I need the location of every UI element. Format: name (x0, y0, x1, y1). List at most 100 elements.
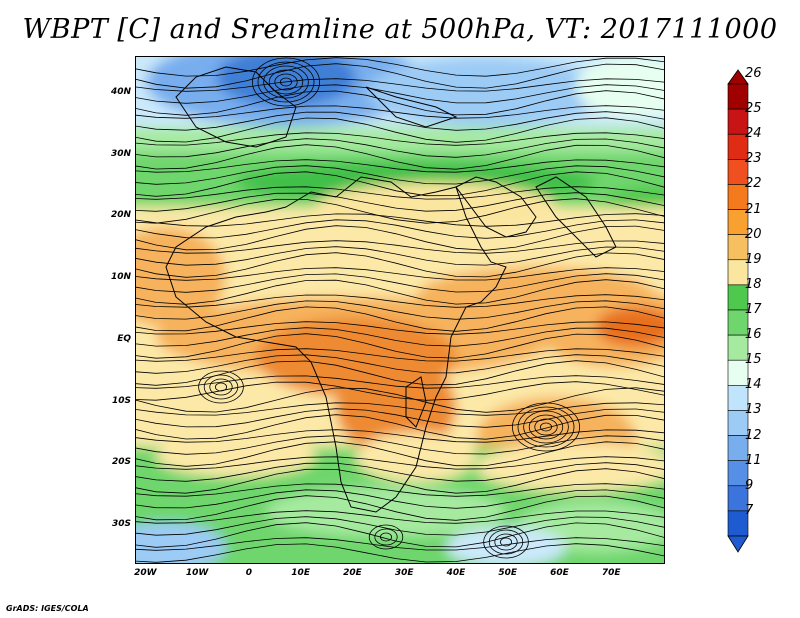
lon-tick-label: 10W (185, 568, 209, 578)
colorbar-level-label: 7 (745, 502, 754, 518)
lon-tick-label: 50E (498, 568, 518, 578)
streamline (136, 165, 664, 185)
streamline (136, 462, 664, 482)
streamline (136, 219, 664, 239)
colorbar-bottom-arrow (727, 535, 749, 553)
streamline (136, 300, 664, 320)
vortex-streamline (268, 69, 304, 95)
streamline (136, 375, 664, 389)
streamline (136, 327, 664, 347)
streamline (136, 387, 664, 413)
vortex-streamline (517, 406, 575, 448)
vortex-streamline (203, 374, 239, 400)
colorbar-level-label: 23 (745, 151, 762, 167)
streamline (136, 84, 664, 104)
streamline (136, 441, 664, 467)
streamline (136, 117, 664, 143)
streamline (136, 267, 664, 281)
lon-tick-label: 10E (291, 568, 310, 578)
streamline (136, 435, 664, 455)
vortex-streamline (511, 402, 580, 452)
streamline (136, 273, 664, 293)
streamline (136, 240, 664, 254)
vortex-streamline (263, 65, 309, 99)
map-plot (135, 56, 665, 564)
streamline (136, 522, 664, 548)
streamline (136, 360, 664, 386)
vortex-streamline (209, 378, 233, 396)
colorbar-level-label: 26 (745, 66, 762, 81)
streamline (136, 171, 664, 197)
colorbar-level-label: 15 (745, 352, 762, 368)
streamline (136, 186, 664, 200)
streamline (136, 495, 664, 521)
colorbar-level-label: 22 (745, 176, 762, 192)
streamline (136, 132, 664, 146)
lon-tick-label: 40E (446, 568, 466, 578)
lon-tick-label: 20E (343, 568, 362, 578)
lat-tick-label: 20N (110, 210, 131, 221)
streamline (136, 306, 664, 332)
lon-tick-label: 20W (134, 568, 157, 578)
vortex-streamline (499, 537, 512, 547)
vortex-streamline (379, 532, 392, 542)
colorbar (727, 69, 749, 553)
colorbar-level-label: 18 (745, 276, 762, 292)
vortex-streamline (494, 533, 518, 551)
streamline (136, 294, 664, 308)
streamline (136, 510, 664, 524)
colorbar-level-label: 9 (745, 477, 754, 493)
vortex-streamline (252, 57, 320, 107)
streamline (136, 408, 664, 428)
streamline (136, 246, 664, 266)
lat-tick-label: 30S (111, 518, 131, 529)
streamline (136, 105, 664, 119)
colorbar-level-label: 20 (745, 226, 762, 242)
lon-tick-label: 70E (601, 568, 621, 578)
streamline (136, 138, 664, 158)
lat-tick-label: 30N (110, 148, 131, 159)
map-title: WBPT [C] and Sreamline at 500hPa, VT: 20… (22, 14, 778, 45)
streamline (136, 192, 664, 212)
colorbar-level-label: 24 (745, 126, 762, 142)
lat-tick-label: 20S (111, 457, 131, 468)
lon-tick-label: 30E (394, 568, 414, 578)
vortex-streamline (257, 61, 315, 103)
streamline (136, 159, 664, 173)
streamline (136, 381, 664, 401)
colorbar-level-label: 17 (745, 302, 762, 317)
map-field-svg (136, 57, 664, 563)
colorbar-level-label: 19 (745, 251, 762, 267)
vortex-streamline (274, 73, 298, 91)
colorbar-level-label: 25 (745, 101, 762, 117)
colorbar-level-label: 11 (745, 452, 762, 468)
streamline (136, 78, 664, 92)
streamline (136, 429, 664, 443)
lat-tick-label: EQ (117, 333, 131, 344)
streamline (136, 402, 664, 416)
streamline (136, 252, 664, 278)
lat-tick-label: 10S (111, 395, 131, 406)
streamlines (136, 57, 664, 563)
streamline (136, 483, 664, 497)
vortex-streamline (483, 525, 529, 559)
colorbar-level-label: 21 (745, 201, 762, 217)
vortex-streamline (198, 370, 244, 404)
colorbar-level-label: 16 (745, 327, 762, 343)
streamline (136, 333, 664, 359)
colorbar-level-label: 13 (745, 402, 762, 418)
streamline (136, 213, 664, 227)
vortex-streamline (528, 414, 564, 440)
streamline (136, 516, 664, 536)
vortex-streamline (279, 77, 292, 87)
streamline (136, 225, 664, 251)
streamline (136, 63, 664, 89)
lat-tick-label: 10N (110, 272, 131, 283)
lon-tick-label: 60E (550, 568, 569, 578)
streamline (136, 111, 664, 131)
vortex-streamline (215, 382, 228, 392)
streamline (136, 279, 664, 305)
credit-text: GrADS: IGES/COLA (6, 604, 89, 613)
streamline (136, 348, 664, 362)
lon-tick-label: 0 (245, 568, 252, 578)
